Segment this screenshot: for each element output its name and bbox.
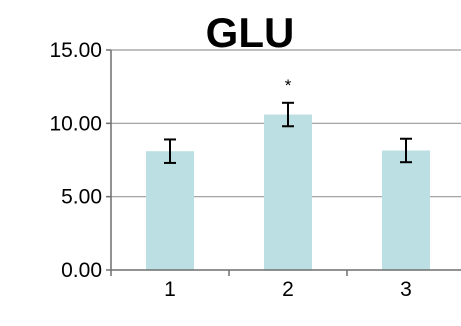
- x-tick-label: 2: [282, 278, 294, 301]
- y-tick-label: 0.00: [61, 259, 102, 282]
- significance-marker: *: [285, 76, 292, 95]
- chart-title: GLU: [206, 9, 295, 56]
- error-bars: [164, 101, 412, 164]
- y-tick-label: 5.00: [61, 186, 102, 209]
- bars: [146, 114, 430, 271]
- bar-2: [264, 114, 312, 271]
- axes: [110, 50, 461, 271]
- x-tick-label: 1: [164, 278, 176, 301]
- annotations: *: [285, 76, 292, 95]
- y-tick-label: 10.00: [49, 112, 102, 135]
- y-axis-ticks: 0.00 5.00 10.00 15.00: [49, 39, 111, 282]
- x-tick-label: 3: [400, 278, 412, 301]
- y-tick-label: 15.00: [49, 39, 102, 62]
- bar-1: [146, 151, 194, 270]
- bar-3: [382, 150, 430, 270]
- x-axis-ticks: 1 2 3: [110, 270, 412, 301]
